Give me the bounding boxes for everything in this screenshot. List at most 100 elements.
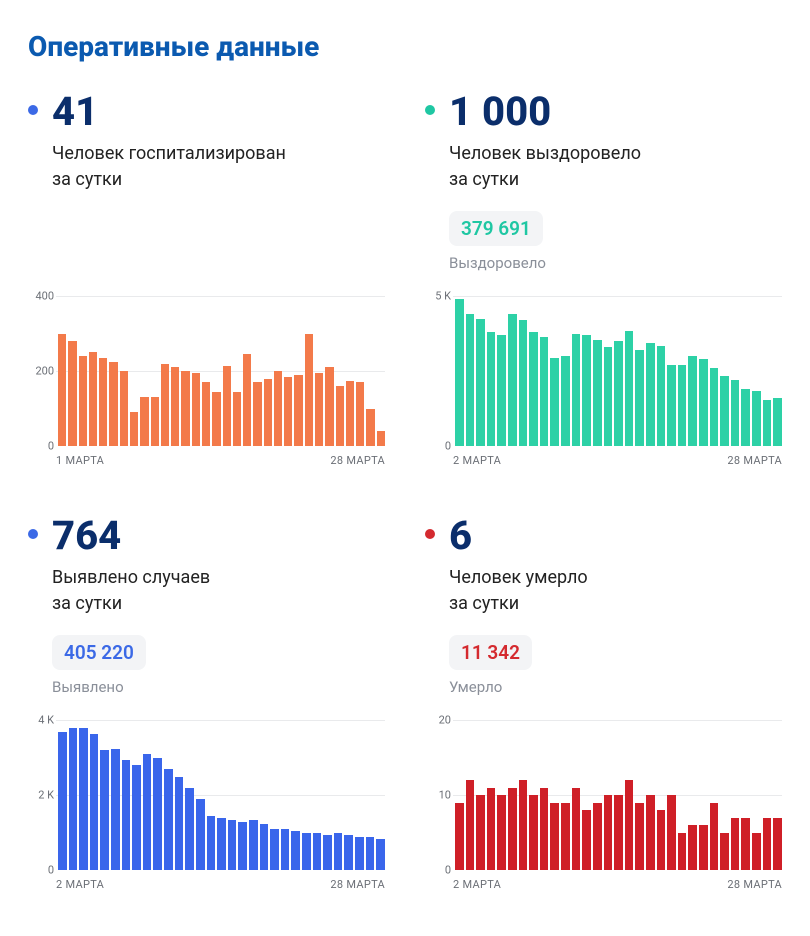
color-dot <box>28 105 38 115</box>
bar <box>720 376 729 447</box>
bar <box>657 346 666 447</box>
y-axis-label: 0 <box>445 864 451 877</box>
bar <box>260 824 269 871</box>
total-badge-sub: Выявлено <box>52 678 210 696</box>
bar <box>153 758 162 871</box>
stat-card: 6Человек умерлоза сутки11 342Умерло01020… <box>425 515 782 891</box>
metric-value: 1 000 <box>449 91 641 133</box>
bar <box>344 835 353 871</box>
bar <box>604 795 613 870</box>
bar <box>773 398 782 446</box>
bar <box>100 750 109 870</box>
bar <box>487 788 496 871</box>
bar <box>79 728 88 871</box>
bar <box>614 341 623 446</box>
bar <box>741 818 750 871</box>
bar <box>731 380 740 446</box>
y-axis-label: 20 <box>439 714 451 727</box>
bar <box>572 788 581 871</box>
bar <box>731 818 740 871</box>
bar <box>284 377 292 446</box>
bar <box>763 818 772 871</box>
bar <box>253 382 261 446</box>
bar <box>646 343 655 447</box>
total-badge: 405 220 <box>52 635 146 670</box>
bar <box>540 788 549 871</box>
bar <box>281 829 290 870</box>
bar <box>228 820 237 871</box>
bars <box>56 720 385 870</box>
bar <box>455 803 464 871</box>
x-axis-end: 28 МАРТА <box>330 878 385 891</box>
bar <box>763 400 772 447</box>
bar <box>614 795 623 870</box>
bar <box>593 803 602 871</box>
bar <box>582 810 591 870</box>
chart: 02004001 МАРТА28 МАРТА <box>28 282 385 467</box>
bar <box>58 334 66 447</box>
bar <box>164 769 173 870</box>
bar <box>519 780 528 870</box>
bar <box>625 331 634 447</box>
bar <box>497 335 506 446</box>
bar <box>130 412 138 446</box>
bar <box>171 367 179 446</box>
bar <box>741 389 750 446</box>
bars <box>453 296 782 446</box>
metric-line-1: Человек умерло <box>449 565 588 591</box>
bar <box>212 392 220 446</box>
bar <box>111 749 120 871</box>
bar <box>323 835 332 871</box>
bar <box>376 839 385 871</box>
x-axis-end: 28 МАРТА <box>727 454 782 467</box>
bar <box>366 409 374 447</box>
bar <box>377 431 385 446</box>
bar <box>550 358 559 447</box>
metric-line-2: за сутки <box>52 167 286 193</box>
bar <box>455 299 464 446</box>
y-axis-label: 400 <box>35 290 54 303</box>
bar <box>223 366 231 447</box>
bar <box>710 368 719 446</box>
bar <box>476 319 485 447</box>
metric-line-2: за сутки <box>449 591 588 617</box>
bar <box>356 382 364 446</box>
bar <box>196 799 205 870</box>
bar <box>646 795 655 870</box>
bar <box>699 825 708 870</box>
bar <box>336 386 344 446</box>
bars <box>453 720 782 870</box>
bar <box>635 350 644 446</box>
bar <box>233 392 241 446</box>
bar <box>143 754 152 870</box>
stat-card: 764Выявлено случаевза сутки405 220Выявле… <box>28 515 385 891</box>
bar <box>476 795 485 870</box>
x-axis-end: 28 МАРТА <box>727 878 782 891</box>
bar <box>132 765 141 870</box>
total-badge: 11 342 <box>449 635 532 670</box>
metric-line-1: Человек выздоровело <box>449 141 641 167</box>
chart: 010202 МАРТА28 МАРТА <box>425 706 782 891</box>
bar <box>175 777 184 871</box>
bar <box>720 833 729 871</box>
bar <box>355 837 364 871</box>
bar <box>325 367 333 446</box>
bar <box>305 334 313 447</box>
bar <box>334 833 343 871</box>
bar <box>238 822 247 871</box>
metric-line-2: за сутки <box>52 591 210 617</box>
y-axis-label: 0 <box>48 864 54 877</box>
bar <box>264 379 272 447</box>
bar <box>540 337 549 447</box>
bar <box>710 803 719 871</box>
bar <box>688 825 697 870</box>
bar <box>773 818 782 871</box>
bar <box>161 364 169 447</box>
bar <box>466 314 475 446</box>
bars <box>56 296 385 446</box>
bar <box>99 358 107 446</box>
y-axis-label: 2 K <box>38 789 54 802</box>
total-badge-sub: Умерло <box>449 678 588 696</box>
bar <box>151 397 159 446</box>
bar <box>678 833 687 871</box>
